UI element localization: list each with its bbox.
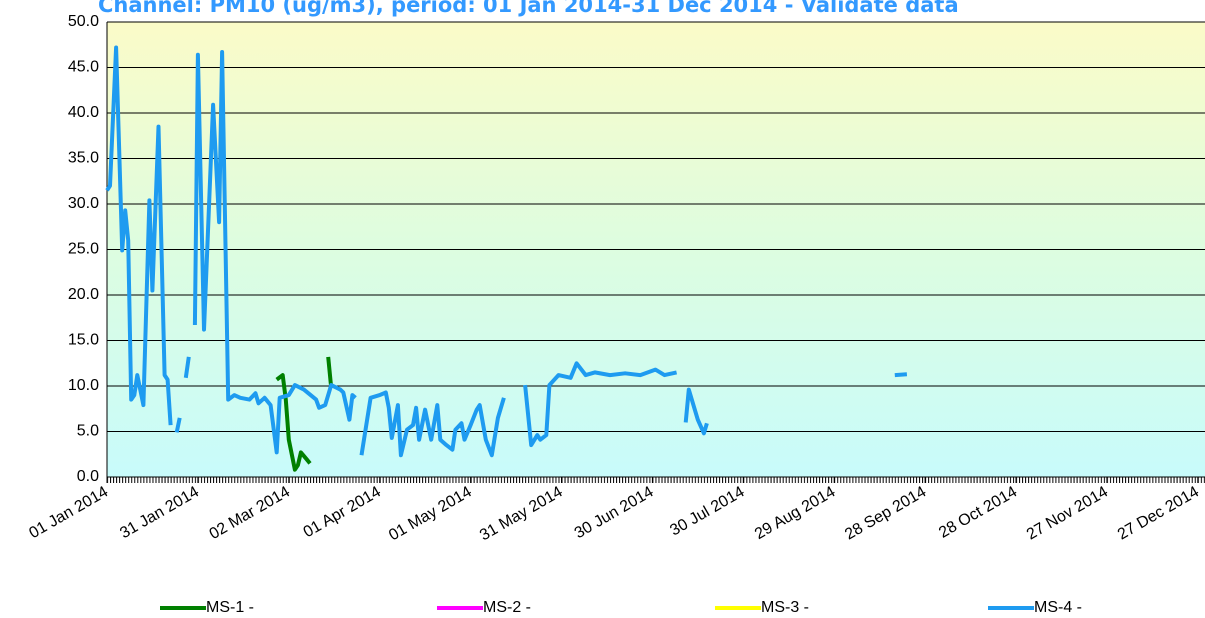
y-tick-label: 25.0 <box>68 241 99 258</box>
x-tick-label: 27 Dec 2014 <box>1115 483 1202 543</box>
series-line <box>275 356 334 472</box>
x-tick-label: 31 May 2014 <box>477 483 566 544</box>
x-tick-label: 31 Jan 2014 <box>117 483 202 542</box>
y-tick-label: 50.0 <box>68 13 99 30</box>
y-tick-label: 30.0 <box>68 195 99 212</box>
x-tick-label: 01 Jan 2014 <box>26 483 111 542</box>
x-tick-label: 27 Nov 2014 <box>1024 483 1111 543</box>
x-tick-label: 28 Sep 2014 <box>842 483 929 543</box>
x-tick-label: 30 Jun 2014 <box>572 483 657 542</box>
x-tick-label: 01 Apr 2014 <box>301 483 384 541</box>
y-tick-label: 5.0 <box>77 423 99 440</box>
x-tick-label: 01 May 2014 <box>386 483 475 544</box>
y-tick-label: 45.0 <box>68 59 99 76</box>
y-tick-label: 20.0 <box>68 286 99 303</box>
y-tick-label: 40.0 <box>68 104 99 121</box>
y-tick-label: 0.0 <box>77 468 99 485</box>
x-tick-label: 29 Aug 2014 <box>752 483 838 543</box>
legend-label: MS-3 - <box>761 599 809 616</box>
legend-label: MS-4 - <box>1034 599 1082 616</box>
x-tick-label: 02 Mar 2014 <box>207 483 293 543</box>
chart-title: Channel: PM10 (ug/m3), period: 01 Jan 20… <box>98 0 959 17</box>
legend-label: MS-2 - <box>483 599 531 616</box>
y-tick-label: 10.0 <box>68 377 99 394</box>
legend-label: MS-1 - <box>206 599 254 616</box>
y-tick-label: 15.0 <box>68 332 99 349</box>
series-line <box>105 45 908 458</box>
y-tick-label: 35.0 <box>68 150 99 167</box>
x-tick-label: 30 Jul 2014 <box>667 483 747 539</box>
minor-ticks <box>107 477 1205 483</box>
x-tick-label: 28 Oct 2014 <box>936 483 1020 541</box>
